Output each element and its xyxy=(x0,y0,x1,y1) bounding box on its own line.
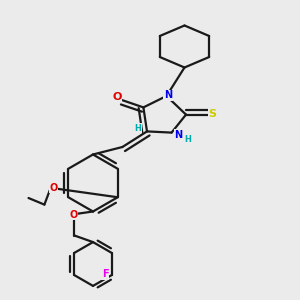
Text: N: N xyxy=(164,90,172,100)
Text: F: F xyxy=(102,269,109,279)
Text: O: O xyxy=(69,209,77,220)
Text: H: H xyxy=(135,124,141,133)
Text: N: N xyxy=(174,130,182,140)
Text: O: O xyxy=(112,92,122,102)
Text: O: O xyxy=(49,183,58,193)
Text: S: S xyxy=(208,109,216,119)
Text: H: H xyxy=(185,135,191,144)
